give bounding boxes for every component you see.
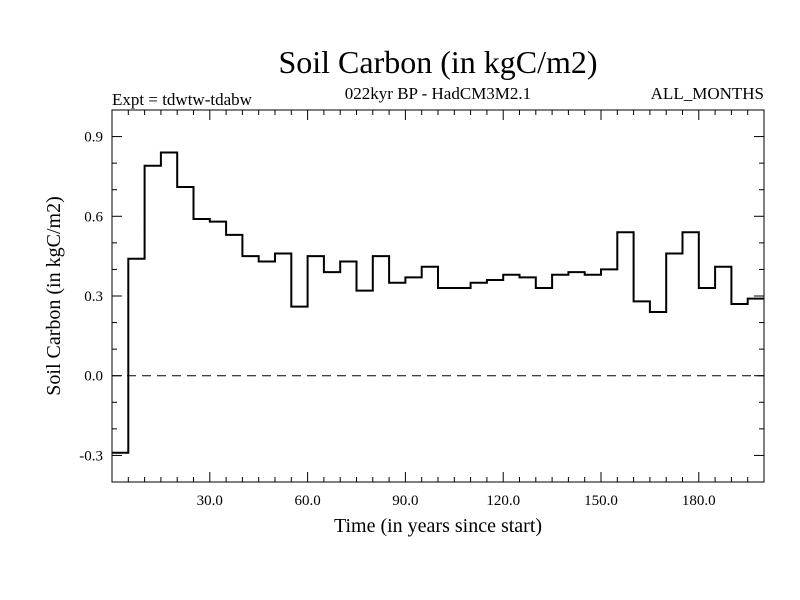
x-tick-label: 150.0 — [584, 493, 618, 509]
x-tick-label: 30.0 — [197, 493, 223, 509]
y-tick-label: 0.3 — [84, 289, 103, 305]
x-tick-label: 180.0 — [682, 493, 716, 509]
chart-title: Soil Carbon (in kgC/m2) — [278, 44, 597, 80]
x-tick-label: 60.0 — [294, 493, 320, 509]
series-line — [112, 151, 764, 454]
experiment-label: Expt = tdwtw-tdabw — [112, 90, 253, 109]
x-tick-label: 120.0 — [486, 493, 520, 509]
x-tick-label: 90.0 — [392, 493, 418, 509]
y-axis-label: Soil Carbon (in kgC/m2) — [43, 196, 65, 395]
y-tick-label: 0.0 — [84, 369, 103, 385]
plot-area: 30.0 60.0 90.0 120.0 150.0 180.0 -0.3 0.0 0.3 0.6… — [79, 109, 765, 509]
x-axis-label: Time (in years since start) — [334, 515, 542, 537]
y-tick-label: 0.9 — [84, 130, 103, 146]
months-label: ALL_MONTHS — [651, 84, 764, 103]
y-tick-label: -0.3 — [79, 448, 103, 464]
y-tick-label: 0.6 — [84, 209, 103, 225]
chart-subtitle: 022kyr BP - HadCM3M2.1 — [345, 84, 531, 103]
